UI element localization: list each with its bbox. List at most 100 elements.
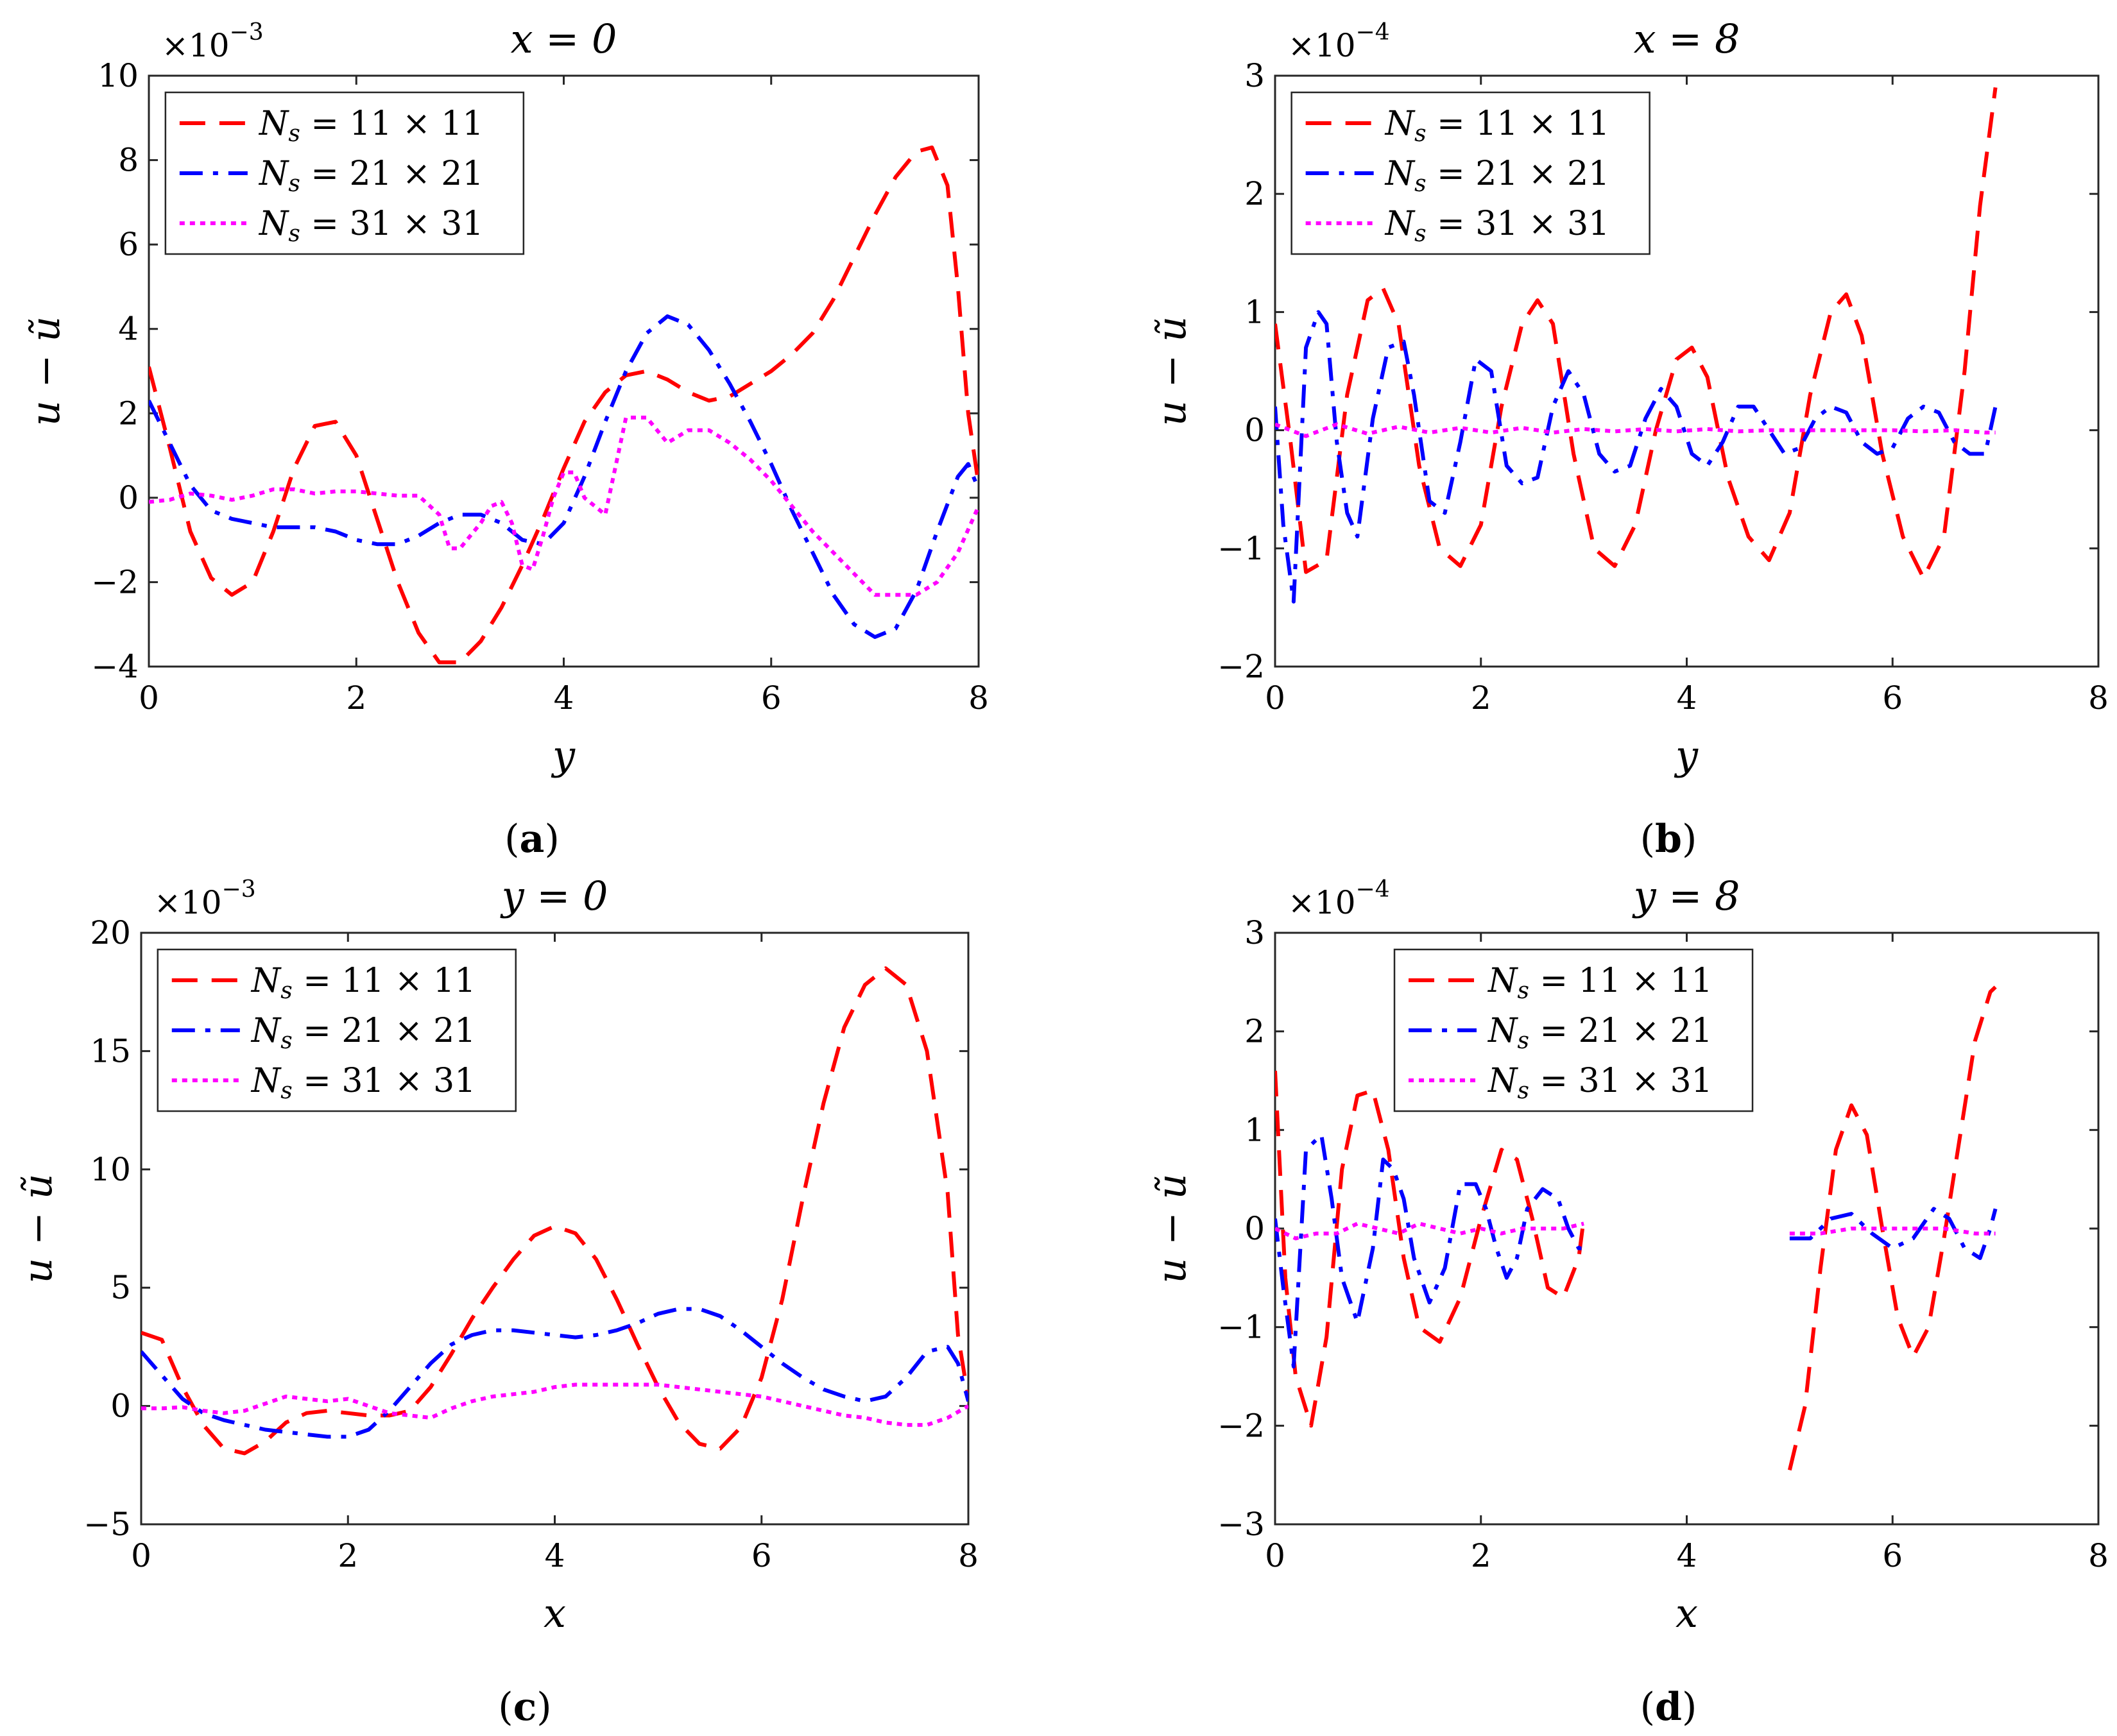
exponent-power: −4 [1356,19,1390,46]
legend-label-n-s-11-11: Ns = 11 × 11 [1487,962,1713,1004]
series-line-n-s-11-11 [141,966,968,1456]
legend-label-n-s-31-31: Ns = 31 × 31 [258,205,484,247]
y-tick-label: −2 [91,563,139,600]
y-tick-label: 8 [118,142,139,179]
y-tick-label: 0 [1244,412,1265,449]
x-tick-label: 4 [554,679,574,717]
legend-label-n-s-11-11: Ns = 11 × 11 [1384,105,1610,147]
x-tick-label: 0 [1265,679,1285,717]
chart-title: y = 8 [1632,872,1740,919]
legend-label-n-s-31-31: Ns = 31 × 31 [1487,1062,1713,1104]
y-tick-label: 3 [1244,914,1265,951]
y-axis-label: u − ũ [1148,316,1195,426]
x-tick-label: 4 [545,1537,565,1574]
legend-label-n-s-21-21: Ns = 21 × 21 [258,155,484,197]
panel-d: 0 2 4 6 8 −3 −2 −1 0 1 2 3 ×10−4 y = 8 x u − ũ (d) Ns = 1… [1148,872,2109,1730]
panel-caption: (c) [498,1685,551,1730]
x-axis-label: x [1676,1590,1698,1637]
legend: Ns = 11 × 11 Ns = 21 × 21 Ns = 31 × 31 [1393,948,1754,1112]
x-tick-label: 8 [958,1537,979,1574]
legend-label-n-s-11-11: Ns = 11 × 11 [258,105,484,147]
chart-title: y = 0 [500,872,608,919]
y-tick-label: 6 [118,226,139,263]
x-tick-label: 2 [346,679,366,717]
chart-title: x = 8 [1634,15,1740,62]
legend: Ns = 11 × 11 Ns = 21 × 21 Ns = 31 × 31 [1290,91,1650,255]
legend-label-n-s-21-21: Ns = 21 × 21 [250,1012,476,1054]
y-tick-label: −1 [1217,1309,1265,1346]
legend-label-n-s-31-31: Ns = 31 × 31 [1384,205,1610,247]
legend-box [1290,91,1650,255]
series-line-n-s-21-21 [149,314,979,639]
series-line-n-s-31-31 [141,1383,968,1427]
y-tick-label: −2 [1217,1407,1265,1444]
x-tick-label: 0 [139,679,159,717]
y-tick-label: 2 [1244,1013,1265,1050]
x-axis-label: y [551,732,576,779]
y-tick-label: 10 [98,57,139,94]
x-tick-label: 2 [1471,1537,1491,1574]
y-tick-label: 15 [90,1032,131,1069]
y-tick-label: −5 [83,1506,131,1543]
legend-box [157,948,517,1112]
panel-a: 0 2 4 6 8 −4 −2 0 2 4 6 8 10 ×10−3 x = 0 y u − ũ (a) Ns = … [22,15,989,862]
x-tick-label: 2 [1471,679,1491,717]
legend: Ns = 11 × 11 Ns = 21 × 21 Ns = 31 × 31 [164,91,525,255]
exponent-label: ×10−4 [1288,19,1390,64]
legend-box [1393,948,1754,1112]
legend-box [164,91,525,255]
y-tick-label: −1 [1217,530,1265,567]
legend-label-n-s-21-21: Ns = 21 × 21 [1487,1012,1713,1054]
exponent-power: −3 [230,19,264,46]
x-axis-label: y [1674,732,1699,779]
panel-caption: (d) [1640,1685,1697,1730]
y-tick-label: 0 [110,1388,131,1425]
series-line-n-s-31-31 [149,415,979,597]
y-tick-label: 20 [90,914,131,951]
panel-caption: (a) [504,817,560,862]
legend-label-n-s-31-31: Ns = 31 × 31 [250,1062,476,1104]
x-axis-label: x [544,1590,566,1637]
y-tick-label: −2 [1217,648,1265,685]
y-tick-label: −3 [1217,1506,1265,1543]
legend-label-n-s-21-21: Ns = 21 × 21 [1384,155,1610,197]
series-line-n-s-21-21 [141,1307,968,1439]
series-line-n-s-21-21 [1789,1207,1998,1261]
exponent-label: ×10−4 [1288,876,1390,921]
series-line-n-s-31-31 [1275,422,1996,438]
x-tick-label: 4 [1677,679,1697,717]
exponent-label: ×10−3 [154,876,256,921]
y-tick-label: 1 [1244,293,1265,330]
x-tick-label: 2 [338,1537,358,1574]
exponent-power: −3 [222,876,256,903]
chart-title: x = 0 [511,15,617,62]
x-tick-label: 8 [2088,679,2109,717]
y-tick-label: 10 [90,1151,131,1188]
series-line-n-s-21-21 [1275,310,1998,604]
series-line-n-s-21-21 [1275,1133,1584,1369]
series-line-n-s-11-11 [1787,985,1997,1471]
x-tick-label: 8 [968,679,989,717]
x-tick-label: 6 [751,1537,772,1574]
y-tick-label: 0 [1244,1210,1265,1247]
series-line-n-s-11-11 [149,145,979,665]
panel-b: 0 2 4 6 8 −2 −1 0 1 2 3 ×10−4 x = 8 y u − ũ (b) Ns = 11 … [1148,15,2109,862]
y-axis-label: u − ũ [22,316,69,426]
series-line-n-s-31-31 [1275,1221,1584,1241]
exponent-label: ×10−3 [162,19,264,64]
x-tick-label: 0 [1265,1537,1285,1574]
legend: Ns = 11 × 11 Ns = 21 × 21 Ns = 31 × 31 [157,948,517,1112]
y-tick-label: 2 [1244,175,1265,212]
series-line-n-s-11-11 [1275,87,1998,580]
y-tick-label: 5 [110,1269,131,1306]
y-axis-label: u − ũ [14,1173,61,1283]
series-line-n-s-11-11 [1275,1070,1586,1428]
y-tick-label: −4 [91,648,139,685]
x-tick-label: 8 [2088,1537,2109,1574]
exponent-power: −4 [1356,876,1390,903]
x-tick-label: 6 [1882,679,1903,717]
y-tick-label: 4 [118,311,139,348]
y-axis-label: u − ũ [1148,1173,1195,1283]
y-tick-label: 2 [118,395,139,432]
